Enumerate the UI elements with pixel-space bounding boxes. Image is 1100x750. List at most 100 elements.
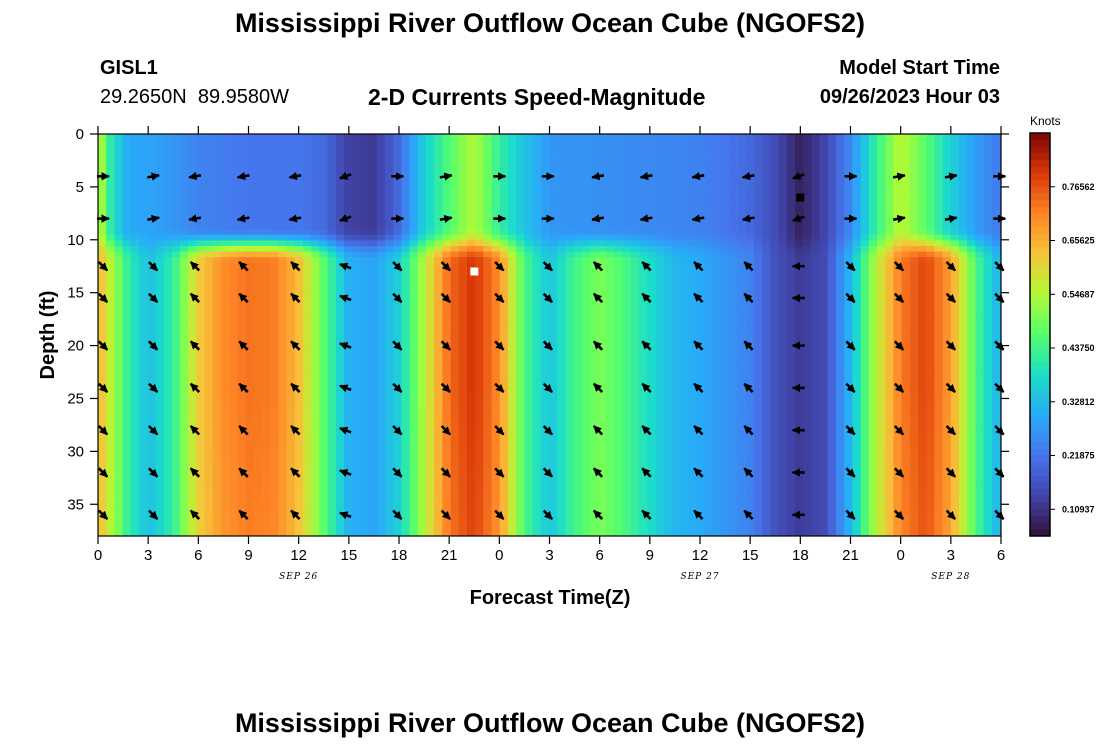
heatmap-cell bbox=[294, 374, 304, 381]
heatmap-cell bbox=[237, 492, 246, 499]
heatmap-cell bbox=[573, 458, 583, 465]
heatmap-cell bbox=[163, 453, 173, 460]
heatmap-cell bbox=[581, 206, 591, 213]
heatmap-cell bbox=[360, 391, 369, 398]
heatmap-cell bbox=[491, 419, 501, 426]
heatmap-cell bbox=[606, 290, 615, 297]
heatmap-cell bbox=[614, 302, 624, 308]
heatmap-cell bbox=[442, 290, 451, 297]
heatmap-cell bbox=[229, 330, 238, 336]
heatmap-cell bbox=[606, 313, 615, 320]
heatmap-cell bbox=[139, 274, 148, 280]
heatmap-cell bbox=[417, 330, 427, 336]
heatmap-cell bbox=[385, 335, 394, 342]
heatmap-cell bbox=[360, 167, 369, 174]
heatmap-cell bbox=[508, 391, 517, 398]
heatmap-cell bbox=[327, 397, 337, 404]
heatmap-cell bbox=[335, 145, 345, 152]
heatmap-cell bbox=[524, 302, 533, 308]
heatmap-cell bbox=[508, 150, 517, 157]
heatmap-cell bbox=[475, 257, 484, 264]
heatmap-cell bbox=[270, 464, 279, 471]
heatmap-cell bbox=[352, 139, 361, 146]
heatmap-cell bbox=[319, 234, 328, 241]
heatmap-cell bbox=[262, 302, 271, 308]
heatmap-cell bbox=[253, 380, 263, 387]
heatmap-cell bbox=[508, 145, 517, 152]
heatmap-cell bbox=[270, 178, 279, 185]
heatmap-cell bbox=[417, 408, 427, 415]
heatmap-cell bbox=[327, 402, 337, 409]
heatmap-cell bbox=[401, 251, 410, 258]
heatmap-cell bbox=[524, 139, 533, 146]
heatmap-cell bbox=[458, 408, 468, 415]
heatmap-cell bbox=[499, 436, 509, 443]
heatmap-cell bbox=[655, 279, 665, 286]
heatmap-cell bbox=[139, 223, 148, 230]
heatmap-cell bbox=[303, 285, 312, 292]
heatmap-cell bbox=[212, 318, 222, 325]
heatmap-cell bbox=[606, 162, 615, 168]
heatmap-cell bbox=[368, 447, 378, 454]
heatmap-cell bbox=[204, 274, 214, 280]
heatmap-cell bbox=[475, 341, 484, 348]
heatmap-cell bbox=[311, 279, 320, 286]
heatmap-cell bbox=[204, 150, 214, 157]
heatmap-cell bbox=[303, 240, 312, 247]
heatmap-cell bbox=[565, 458, 574, 465]
heatmap-cell bbox=[622, 223, 632, 230]
heatmap-cell bbox=[647, 330, 656, 336]
heatmap-cell bbox=[647, 285, 656, 292]
heatmap-cell bbox=[319, 184, 328, 191]
heatmap-cell bbox=[122, 307, 132, 314]
heatmap-cell bbox=[286, 302, 296, 308]
heatmap-cell bbox=[212, 218, 222, 224]
heatmap-cell bbox=[352, 150, 361, 157]
heatmap-cell bbox=[393, 190, 402, 196]
heatmap-cell bbox=[327, 380, 337, 387]
heatmap-cell bbox=[376, 139, 386, 146]
heatmap-cell bbox=[303, 318, 312, 325]
heatmap-cell bbox=[590, 475, 599, 482]
heatmap-cell bbox=[245, 408, 255, 415]
heatmap-cell bbox=[606, 268, 615, 275]
heatmap-cell bbox=[212, 419, 222, 426]
heatmap-cell bbox=[622, 341, 632, 348]
heatmap-cell bbox=[376, 442, 386, 448]
heatmap-cell bbox=[442, 279, 451, 286]
heatmap-cell bbox=[376, 358, 386, 364]
heatmap-cell bbox=[467, 380, 476, 387]
heatmap-cell bbox=[376, 229, 386, 236]
heatmap-cell bbox=[647, 458, 656, 465]
heatmap-cell bbox=[180, 464, 189, 471]
heatmap-cell bbox=[311, 458, 320, 465]
heatmap-cell bbox=[163, 514, 173, 521]
heatmap-cell bbox=[303, 335, 312, 342]
heatmap-cell bbox=[212, 363, 222, 370]
heatmap-cell bbox=[483, 369, 492, 376]
heatmap-cell bbox=[409, 162, 419, 168]
heatmap-cell bbox=[442, 486, 451, 493]
heatmap-cell bbox=[458, 346, 468, 353]
heatmap-cell bbox=[221, 251, 230, 258]
heatmap-cell bbox=[385, 402, 394, 409]
heatmap-cell bbox=[467, 481, 476, 488]
heatmap-cell bbox=[212, 402, 222, 409]
heatmap-cell bbox=[426, 498, 435, 504]
heatmap-cell bbox=[426, 526, 435, 532]
heatmap-cell bbox=[344, 206, 353, 213]
heatmap-cell bbox=[155, 313, 164, 320]
heatmap-cell bbox=[163, 352, 173, 359]
heatmap-cell bbox=[614, 290, 624, 297]
heatmap-cell bbox=[393, 279, 402, 286]
heatmap-cell bbox=[286, 162, 296, 168]
heatmap-cell bbox=[376, 184, 386, 191]
heatmap-cell bbox=[606, 201, 615, 208]
heatmap-cell bbox=[327, 190, 337, 196]
heatmap-cell bbox=[475, 498, 484, 504]
heatmap-cell bbox=[376, 201, 386, 208]
heatmap-cell bbox=[442, 397, 451, 404]
heatmap-cell bbox=[647, 442, 656, 448]
heatmap-cell bbox=[467, 509, 476, 516]
heatmap-cell bbox=[204, 223, 214, 230]
